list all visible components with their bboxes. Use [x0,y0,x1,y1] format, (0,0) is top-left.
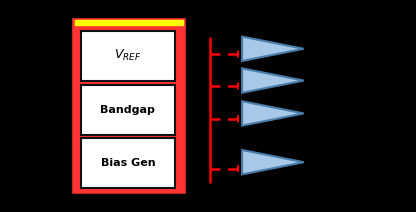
Bar [75,20,183,25]
Polygon shape [242,150,304,174]
Text: $V_{REF}$: $V_{REF}$ [114,48,141,63]
Bar [81,31,175,81]
Bar [81,85,175,135]
Polygon shape [242,101,304,126]
Text: Bandgap: Bandgap [101,105,155,115]
Text: Bias Gen: Bias Gen [101,158,155,168]
Polygon shape [242,36,304,61]
Bar [75,21,183,191]
Polygon shape [242,68,304,93]
Bar [81,138,175,188]
